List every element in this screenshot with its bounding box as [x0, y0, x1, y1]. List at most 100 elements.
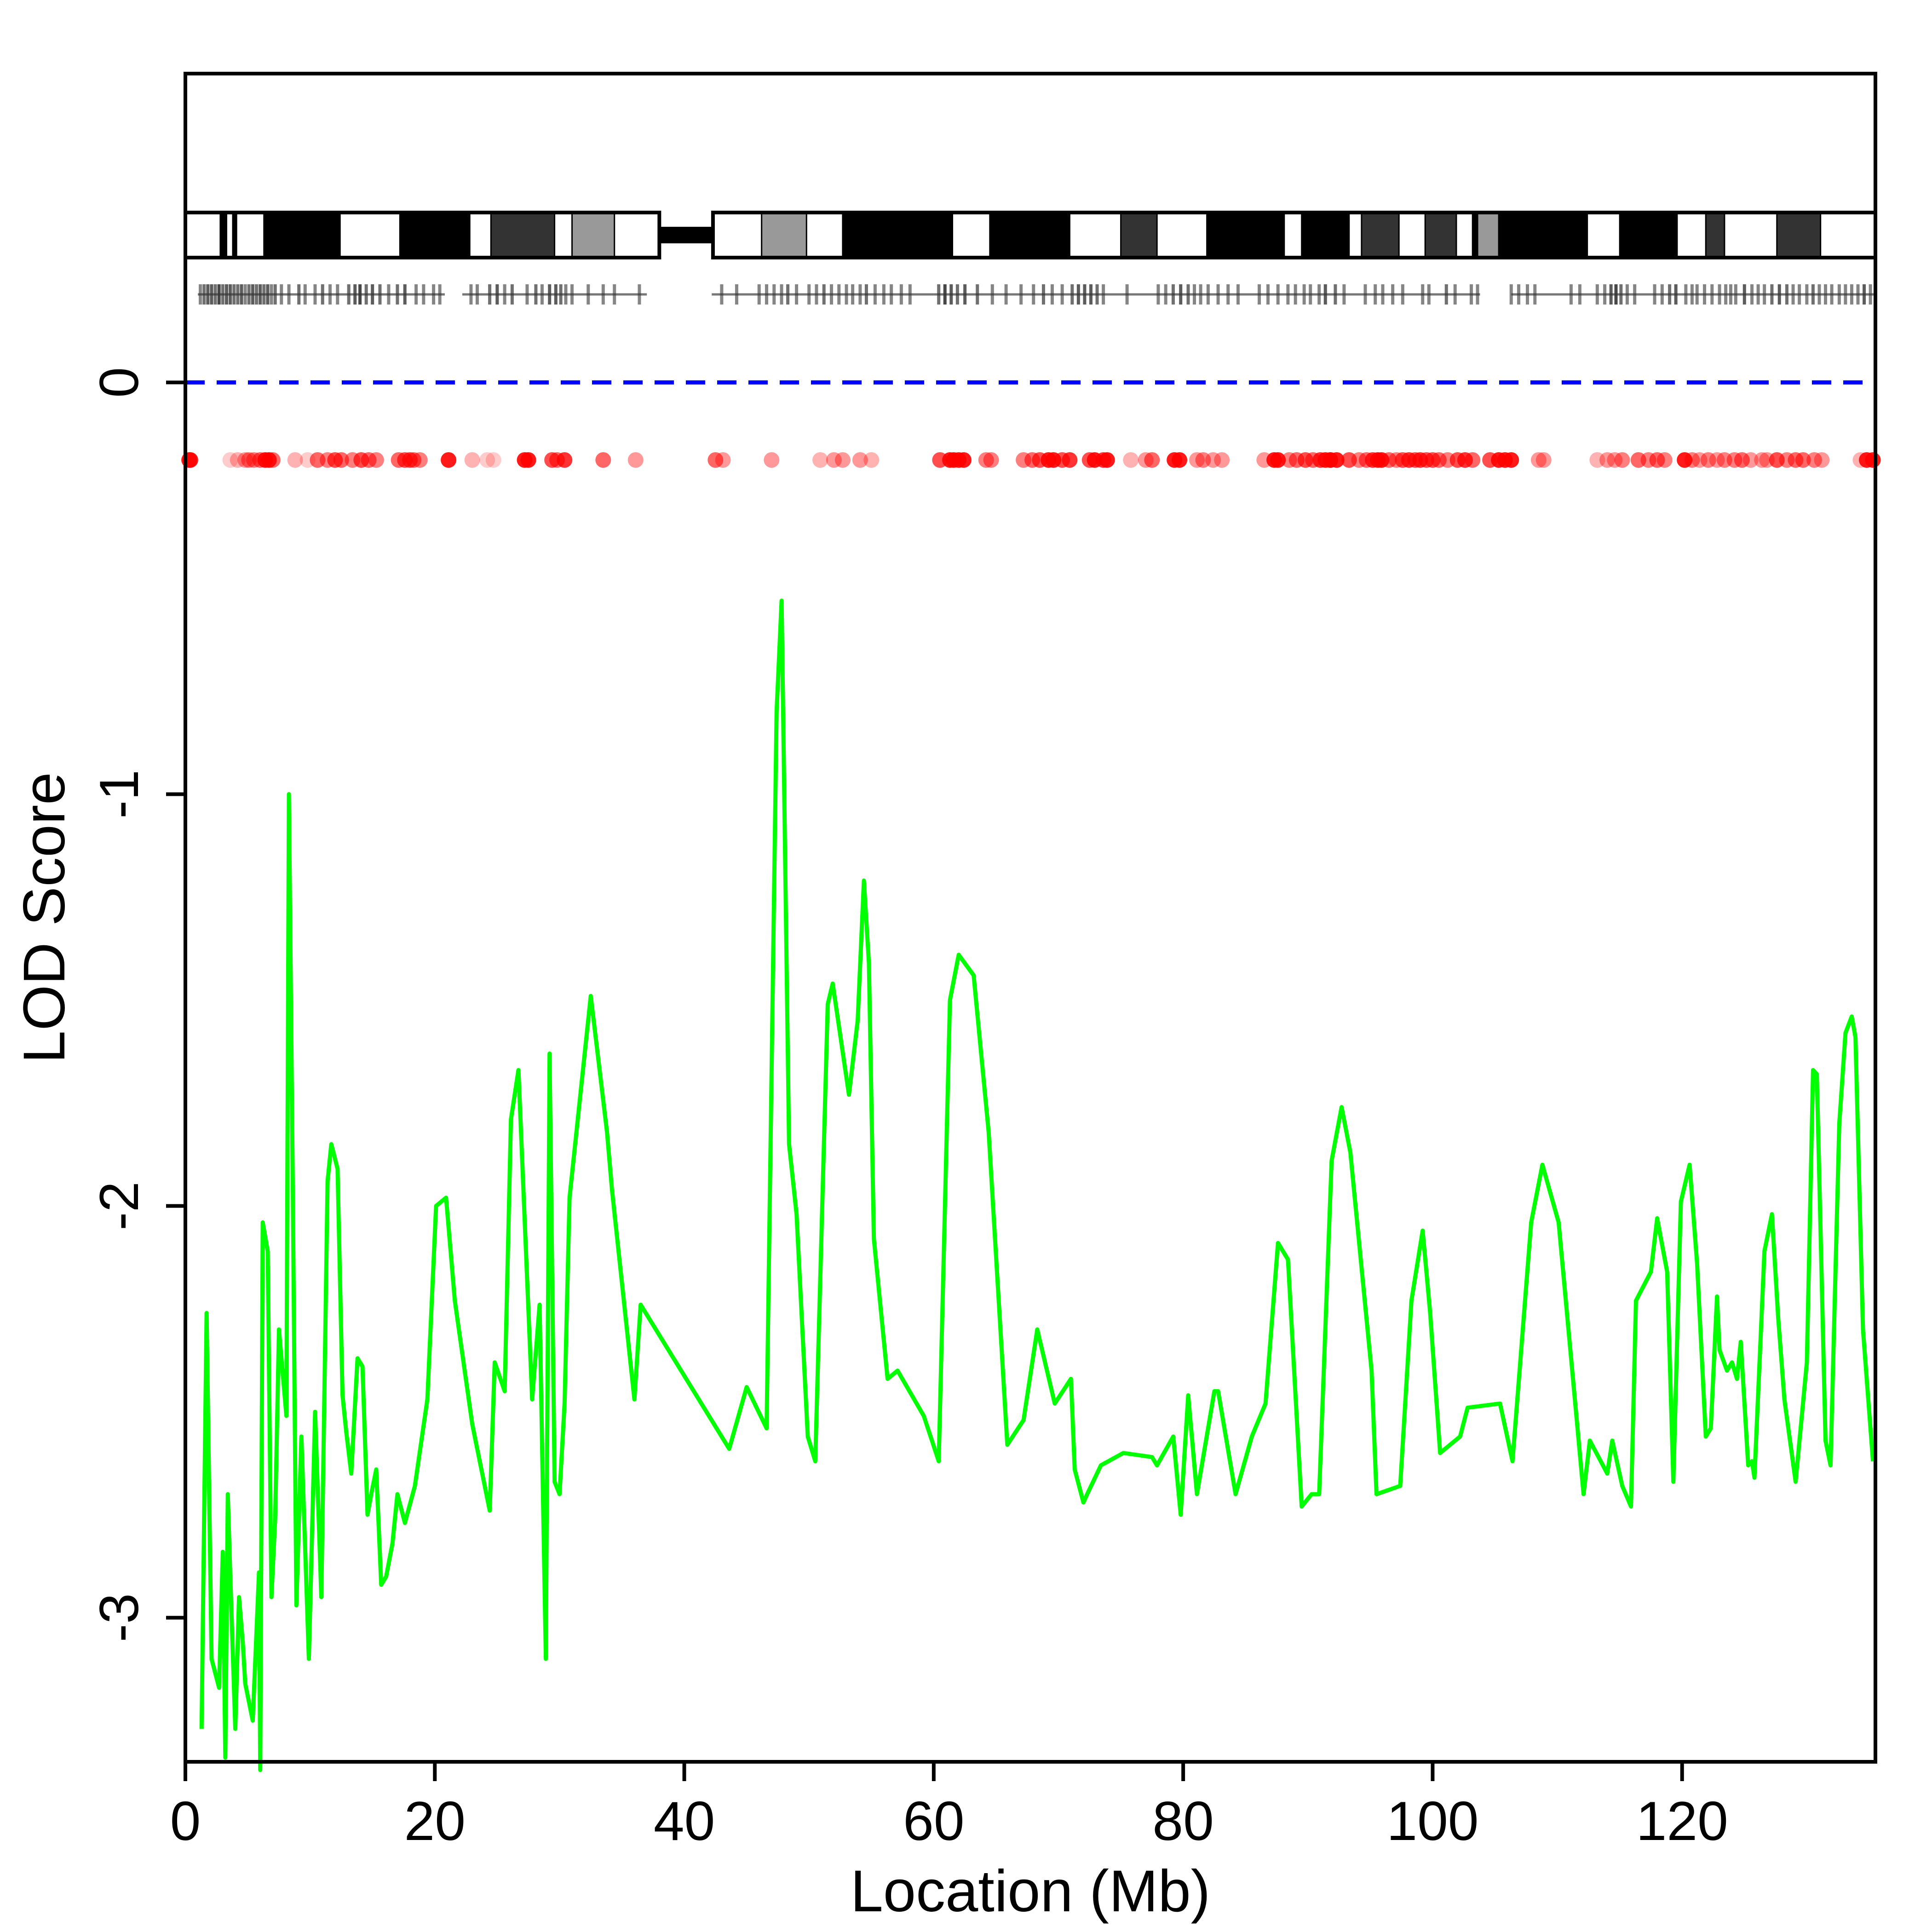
marker-point	[1684, 452, 1700, 468]
marker-point	[1700, 452, 1716, 468]
ideogram-band	[470, 213, 491, 258]
ideogram-band	[1361, 213, 1399, 258]
marker-point	[852, 452, 868, 468]
ideogram-band	[1820, 213, 1875, 258]
ideogram-band	[1399, 213, 1426, 258]
marker-point	[1656, 452, 1673, 468]
ideogram-band	[761, 213, 807, 258]
marker-point	[627, 452, 644, 468]
marker-point	[595, 452, 611, 468]
marker-point	[863, 452, 880, 468]
marker-point	[955, 452, 972, 468]
y-tick-label: -3	[88, 1593, 150, 1642]
marker-point	[230, 452, 246, 468]
marker-point	[983, 452, 999, 468]
ideogram-band	[220, 213, 227, 258]
y-axis-label: LOD Score	[12, 772, 77, 1063]
marker-point	[1535, 452, 1552, 468]
marker-point	[1503, 452, 1519, 468]
ideogram-band	[614, 213, 660, 258]
marker-point	[479, 452, 495, 468]
marker-point	[1062, 452, 1078, 468]
snp-marker-track	[198, 284, 1875, 305]
ideogram-band	[713, 213, 762, 258]
x-tick-label: 20	[404, 1790, 466, 1852]
ideogram-band	[491, 213, 555, 258]
marker-point	[812, 452, 828, 468]
marker-point	[1465, 452, 1481, 468]
x-axis-label: Location (Mb)	[851, 1858, 1211, 1924]
ideogram-band	[1456, 213, 1473, 258]
marker-point	[368, 452, 384, 468]
marker-point	[1144, 452, 1160, 468]
marker-point	[520, 452, 536, 468]
ideogram-band	[1121, 213, 1157, 258]
marker-point	[412, 452, 428, 468]
marker-point	[1599, 452, 1616, 468]
ideogram-band	[226, 213, 233, 258]
ideogram-band	[554, 213, 572, 258]
marker-point	[464, 452, 480, 468]
x-tick-label: 100	[1386, 1790, 1478, 1852]
red-marker-points	[181, 452, 1881, 468]
y-tick-label: 0	[88, 367, 150, 398]
ideogram-band	[1777, 213, 1821, 258]
marker-point	[1328, 452, 1345, 468]
ideogram-band	[806, 213, 843, 258]
x-tick-label: 60	[903, 1790, 964, 1852]
ideogram-band	[233, 213, 237, 258]
plot-area	[181, 211, 1881, 1772]
marker-point	[1123, 452, 1139, 468]
marker-point	[764, 452, 780, 468]
ideogram-band	[1472, 213, 1478, 258]
marker-point	[1742, 452, 1759, 468]
y-tick-label: -1	[88, 770, 150, 819]
ideogram-band	[264, 213, 340, 258]
ideogram-band	[1070, 213, 1121, 258]
ideogram-band	[1425, 213, 1456, 258]
ideogram-band	[1620, 213, 1677, 258]
marker-point	[1795, 452, 1811, 468]
ideogram-band	[1706, 213, 1725, 258]
x-tick-label: 80	[1152, 1790, 1213, 1852]
marker-point	[715, 452, 731, 468]
x-tick-label: 0	[170, 1790, 201, 1852]
marker-point	[1530, 452, 1547, 468]
marker-point	[1614, 452, 1630, 468]
marker-point	[1195, 452, 1211, 468]
ideogram-band	[1478, 213, 1499, 258]
ideogram-band	[989, 213, 1070, 258]
marker-point	[287, 452, 303, 468]
marker-point	[1734, 452, 1750, 468]
marker-point	[1865, 452, 1881, 468]
ideogram-band	[1157, 213, 1207, 258]
plot-frame	[184, 72, 1877, 1764]
marker-point	[1806, 452, 1823, 468]
chromosome-ideogram	[184, 211, 1877, 259]
marker-point	[834, 452, 851, 468]
marker-point	[707, 452, 724, 468]
ideogram-band	[1301, 213, 1349, 258]
marker-point	[1172, 452, 1188, 468]
marker-point	[485, 452, 501, 468]
y-axis: -3 -2 -1 0	[88, 367, 185, 1642]
ideogram-band	[236, 213, 264, 258]
ideogram-band	[842, 213, 953, 258]
y-tick-label: -2	[88, 1181, 150, 1230]
ideogram-band	[1724, 213, 1777, 258]
ideogram-band	[1499, 213, 1587, 258]
marker-point	[333, 452, 349, 468]
ideogram-band	[185, 213, 220, 258]
ideogram-band	[1349, 213, 1362, 258]
ideogram-band	[400, 213, 470, 258]
marker-point	[441, 452, 457, 468]
marker-point	[264, 452, 281, 468]
ideogram-band	[340, 213, 400, 258]
marker-point	[1214, 452, 1230, 468]
marker-point	[1589, 452, 1605, 468]
lod-series-line	[199, 598, 1875, 1772]
marker-point	[1099, 452, 1115, 468]
ideogram-band	[1207, 213, 1284, 258]
x-tick-label: 120	[1636, 1790, 1728, 1852]
ideogram-band	[1587, 213, 1620, 258]
